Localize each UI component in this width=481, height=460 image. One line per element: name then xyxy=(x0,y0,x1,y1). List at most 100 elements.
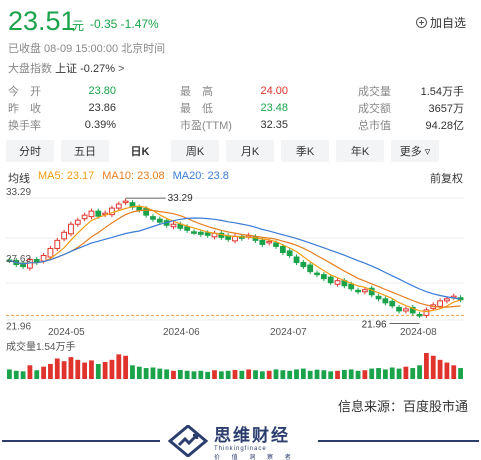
x-tick-label: 2024-07 xyxy=(270,327,307,338)
candle-body xyxy=(170,223,177,228)
stat-value: 0.39% xyxy=(84,118,116,131)
volume-bar xyxy=(7,369,12,379)
volume-bar xyxy=(389,367,395,379)
kline-svg: 33.29 27.63 21.96 33.29 21.96 2024-05 2024-06 2… xyxy=(6,187,464,379)
tab-5[interactable]: 季K xyxy=(281,140,329,162)
volume-bar xyxy=(430,355,436,379)
volume-bar xyxy=(184,370,190,379)
tab-3[interactable]: 周K xyxy=(171,140,219,162)
kline-chart[interactable]: 33.29 27.63 21.96 33.29 21.96 2024-05 2024-06 2… xyxy=(0,187,481,388)
candle-body xyxy=(444,298,450,302)
min-annotation: 21.96 xyxy=(362,319,387,330)
candle-body xyxy=(416,313,423,317)
tab-6[interactable]: 年K xyxy=(336,140,384,162)
volume-bar xyxy=(307,370,313,379)
stat-row: 总市值 94.28亿 xyxy=(358,116,464,133)
candle-body xyxy=(197,231,204,235)
candle-body xyxy=(150,216,156,220)
volume-bar xyxy=(164,369,170,379)
candle-body xyxy=(136,206,143,211)
tab-0[interactable]: 分时 xyxy=(6,140,54,162)
candle-body xyxy=(191,231,197,234)
ma5-line xyxy=(9,205,461,313)
brand-name-en: Thinkingfinace xyxy=(214,446,267,452)
volume-bar xyxy=(89,360,94,379)
volume-bar xyxy=(13,370,19,379)
add-watchlist-button[interactable]: 加自选 xyxy=(416,14,466,31)
brand-name-cn: 思维财经 xyxy=(214,426,290,445)
tab-7[interactable]: 更多 ▿ xyxy=(391,140,439,162)
volume-bar xyxy=(451,365,457,379)
volume-bar xyxy=(294,369,299,379)
volume-bar xyxy=(259,371,265,379)
stat-row: 成交量 1.54万手 xyxy=(358,82,464,99)
candle-body xyxy=(286,250,293,256)
volume-bar xyxy=(348,369,354,379)
stat-label: 成交量 xyxy=(358,85,391,98)
tab-2[interactable]: 日K xyxy=(116,140,164,162)
market-index-label: 大盘指数 xyxy=(8,63,52,75)
candle-body xyxy=(47,247,54,258)
footer-divider-left xyxy=(2,440,160,442)
candle-body xyxy=(355,289,361,293)
adjust-toggle[interactable]: 前复权 xyxy=(430,173,463,185)
candle-body xyxy=(423,309,430,316)
candle-body xyxy=(184,226,191,231)
candle-body xyxy=(361,289,368,293)
y-tick-label: 27.63 xyxy=(6,254,31,265)
candle-body xyxy=(27,259,33,269)
x-tick-label: 2024-08 xyxy=(400,327,437,338)
x-tick-label: 2024-06 xyxy=(163,327,200,338)
candle-body xyxy=(88,210,95,218)
volume-bar xyxy=(95,363,101,379)
volume-bar xyxy=(396,368,402,379)
volume-bar xyxy=(246,369,252,379)
stat-row: 昨 收 23.86 xyxy=(8,99,116,116)
volume-bar xyxy=(369,368,375,379)
volume-bar xyxy=(157,368,163,379)
stat-row: 最 高 24.00 xyxy=(180,82,288,99)
volume-bar xyxy=(376,368,381,379)
volume-bar xyxy=(218,371,224,379)
volume-bar xyxy=(444,362,450,379)
y-tick-label: 21.96 xyxy=(6,321,31,332)
candle-body xyxy=(20,262,26,268)
tab-4[interactable]: 月K xyxy=(226,140,274,162)
stat-row: 成交额 3657万 xyxy=(358,99,464,116)
candle-body xyxy=(143,208,150,216)
ma20-value: MA20: 23.8 xyxy=(172,170,229,182)
candle-body xyxy=(437,300,443,307)
stat-label: 成交额 xyxy=(358,102,391,115)
stat-value: 32.35 xyxy=(260,118,288,131)
ma5-value: MA5: 23.17 xyxy=(38,170,95,182)
tab-1[interactable]: 五日 xyxy=(61,140,109,162)
volume-bar xyxy=(232,369,238,379)
x-tick-label: 2024-05 xyxy=(48,327,85,338)
volume-bar xyxy=(341,369,347,379)
market-index-link[interactable]: 大盘指数 上证 -0.27% > xyxy=(8,60,124,76)
ma10-value: MA10: 23.08 xyxy=(102,170,165,182)
volume-bar xyxy=(123,355,129,379)
volume-bar xyxy=(171,370,176,379)
stat-label: 昨 收 xyxy=(8,102,41,115)
ma-label: 均线 xyxy=(8,173,30,185)
candle-body xyxy=(54,239,61,249)
volume-bar xyxy=(328,371,334,379)
volume-bar xyxy=(130,365,135,379)
volume-bar xyxy=(458,368,463,379)
candle-body xyxy=(320,274,327,280)
volume-bar xyxy=(253,370,258,379)
candle-body xyxy=(348,283,355,290)
stat-label: 今 开 xyxy=(8,85,41,98)
candle-body xyxy=(389,300,396,307)
y-tick-label: 33.29 xyxy=(6,188,31,198)
volume-bar xyxy=(314,369,320,379)
volume-bar xyxy=(27,365,33,379)
volume-bar xyxy=(266,370,272,379)
volume-bar xyxy=(136,366,142,379)
candle-body xyxy=(293,256,300,264)
volume-bar xyxy=(143,368,149,379)
max-annotation: 33.29 xyxy=(168,193,193,204)
candle-body xyxy=(61,231,67,240)
plus-circle-icon xyxy=(416,17,427,28)
